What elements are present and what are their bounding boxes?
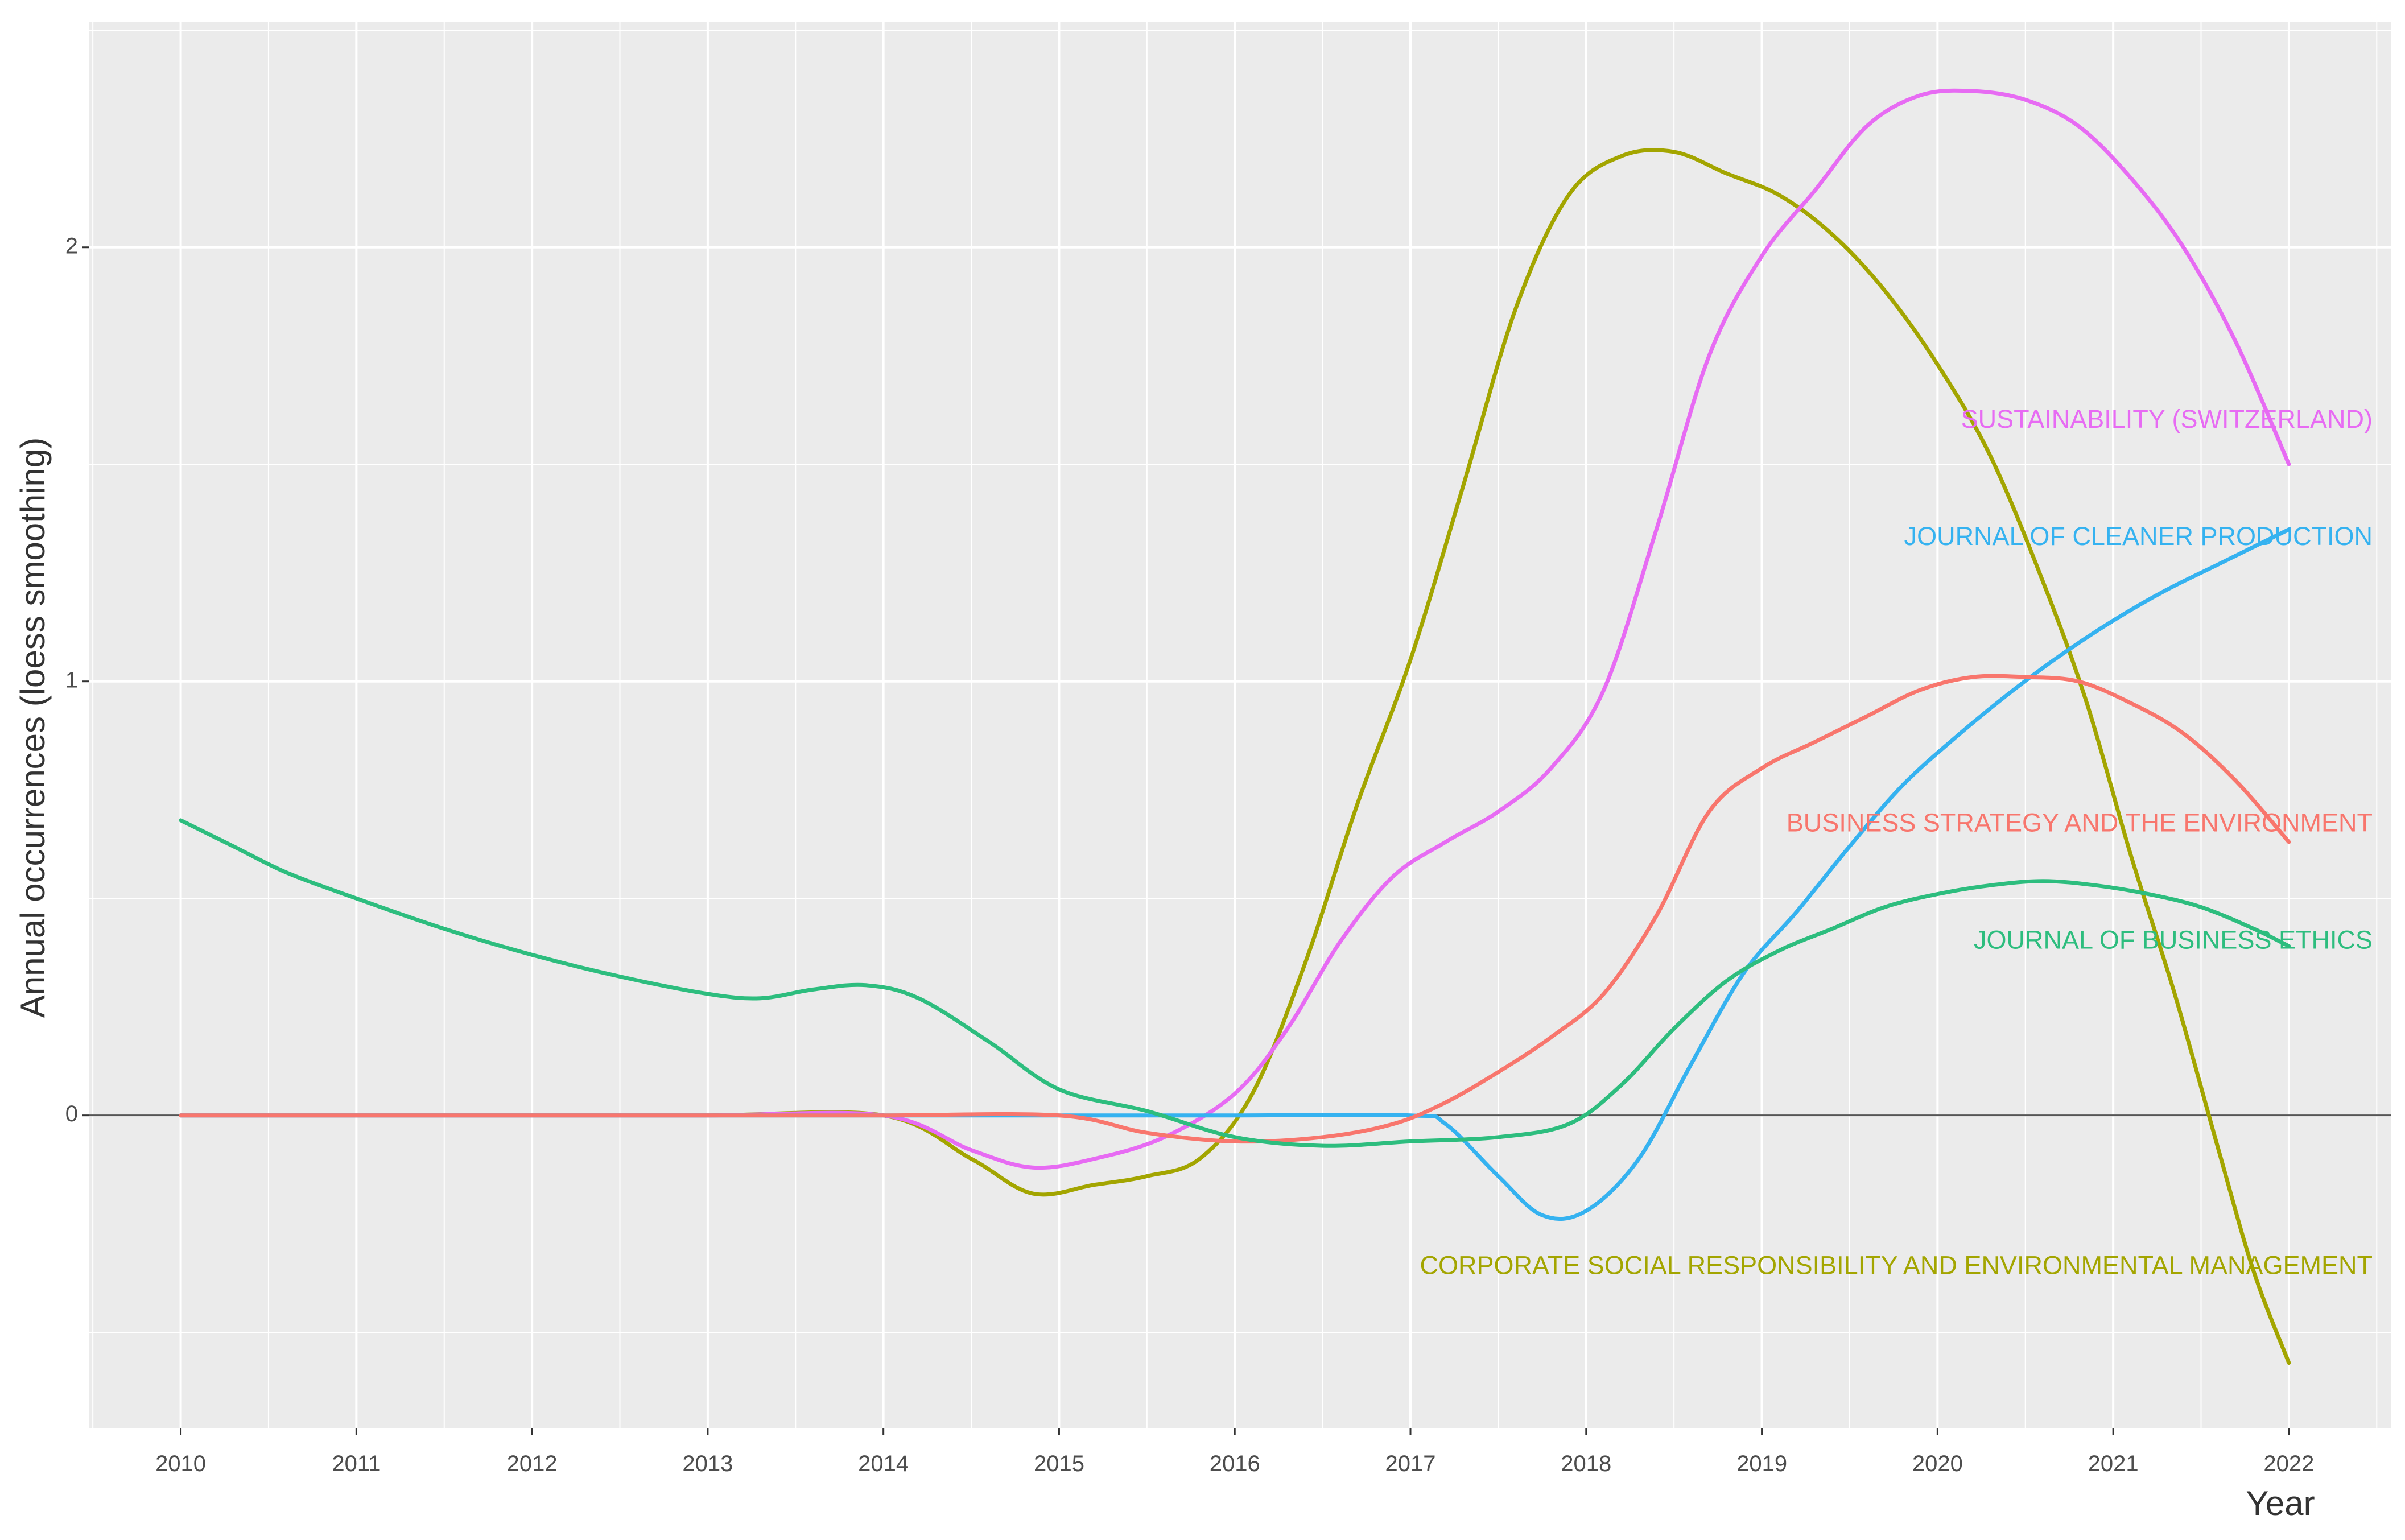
x-tick-label: 2017 (1385, 1451, 1436, 1476)
series-label-2: JOURNAL OF CLEANER PRODUCTION (1904, 522, 2373, 551)
y-tick-label: 0 (65, 1101, 78, 1126)
minor-gridlines (89, 22, 2391, 1428)
x-tick-label: 2014 (858, 1451, 909, 1476)
x-tick-label: 2012 (507, 1451, 558, 1476)
x-tick-label: 2021 (2088, 1451, 2139, 1476)
x-axis-title: Year (2246, 1484, 2315, 1522)
series-label-3: BUSINESS STRATEGY AND THE ENVIRONMENT (1787, 808, 2373, 837)
x-tick-label: 2019 (1736, 1451, 1787, 1476)
y-axis: 0 1 2 (65, 233, 89, 1126)
series-label-1: SUSTAINABILITY (SWITZERLAND) (1961, 404, 2373, 433)
series-lines (179, 88, 2291, 1365)
y-axis-title: Annual occurrences (loess smoothing) (14, 437, 52, 1018)
series-label-4: JOURNAL OF BUSINESS ETHICS (1974, 925, 2373, 954)
series-line-5 (179, 818, 2291, 1148)
y-tick-label: 1 (65, 667, 78, 692)
x-tick-label: 2010 (155, 1451, 206, 1476)
y-tick-label: 2 (65, 233, 78, 258)
x-tick-label: 2015 (1034, 1451, 1084, 1476)
panel-background (89, 22, 2391, 1428)
series-labels: SUSTAINABILITY (SWITZERLAND) JOURNAL OF C… (1420, 404, 2373, 1280)
series-label-5: CORPORATE SOCIAL RESPONSIBILITY AND ENVI… (1420, 1251, 2373, 1280)
series-line-4 (179, 674, 2291, 1144)
x-tick-label: 2016 (1210, 1451, 1260, 1476)
x-tick-label: 2011 (332, 1451, 381, 1476)
x-tick-label: 2020 (1912, 1451, 1963, 1476)
major-gridlines (89, 22, 2391, 1428)
x-axis: 2010 2011 2012 2013 2014 2015 2016 2017 2018 2019… (155, 1428, 2314, 1476)
x-tick-label: 2013 (682, 1451, 733, 1476)
x-tick-label: 2018 (1561, 1451, 1611, 1476)
series-line-2 (179, 88, 2291, 1170)
x-tick-label: 2022 (2263, 1451, 2314, 1476)
